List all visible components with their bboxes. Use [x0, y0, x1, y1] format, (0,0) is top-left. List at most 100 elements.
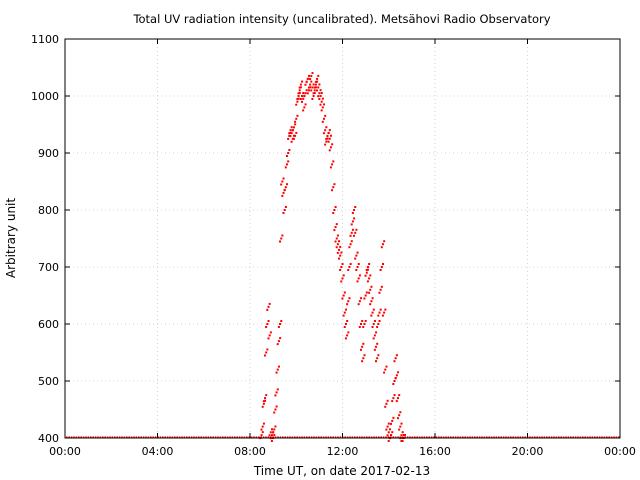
data-point: [264, 397, 267, 400]
data-point-neighbor: [266, 348, 269, 351]
baseline-point: [310, 436, 313, 438]
data-point: [274, 408, 277, 411]
baseline-point: [198, 436, 200, 438]
baseline-point: [430, 436, 433, 438]
baseline-point: [82, 436, 85, 438]
data-point-neighbor: [353, 234, 356, 237]
data-point-neighbor: [334, 206, 337, 208]
baseline-point: [596, 436, 598, 438]
baseline-point: [188, 436, 190, 438]
data-point-neighbor: [298, 92, 301, 94]
data-point-neighbor: [300, 100, 303, 103]
data-point-neighbor: [325, 137, 328, 140]
baseline-point: [606, 436, 608, 438]
data-point-neighbor: [397, 371, 400, 374]
data-point: [299, 83, 302, 86]
data-point: [397, 397, 399, 400]
baseline-point: [546, 436, 548, 438]
data-point-neighbor: [369, 303, 372, 306]
data-point-neighbor: [343, 326, 346, 328]
baseline-point: [517, 436, 519, 438]
data-point-neighbor: [310, 89, 313, 92]
data-point-neighbor: [333, 229, 336, 232]
data-point: [343, 311, 346, 314]
data-point-neighbor: [387, 440, 390, 442]
data-point-neighbor: [312, 83, 315, 86]
baseline-point: [562, 436, 565, 438]
baseline-point: [584, 436, 586, 438]
baseline-point: [531, 436, 534, 438]
baseline-point: [116, 436, 118, 438]
data-point-neighbor: [327, 140, 330, 143]
data-point-neighbor: [341, 263, 344, 265]
data-point-neighbor: [281, 234, 284, 237]
baseline-point: [373, 436, 375, 438]
baseline-point: [570, 436, 572, 438]
data-point: [270, 434, 273, 437]
data-point: [269, 431, 272, 434]
data-point-neighbor: [349, 234, 352, 237]
baseline-point: [502, 436, 505, 438]
baseline-point: [409, 436, 411, 438]
baseline-point: [294, 436, 296, 438]
data-point: [363, 323, 366, 325]
baseline-point: [238, 436, 241, 438]
data-point-neighbor: [372, 337, 375, 340]
data-point: [347, 300, 350, 303]
baseline-point: [346, 436, 349, 438]
data-point-neighbor: [386, 434, 389, 437]
data-point: [282, 191, 285, 194]
data-point-neighbor: [349, 263, 352, 265]
data-point-neighbor: [324, 143, 327, 146]
data-point-neighbor: [348, 297, 351, 300]
baseline-point: [229, 436, 231, 438]
baseline-point: [445, 436, 447, 438]
x-tick-label: 00:00: [604, 445, 636, 458]
baseline-point: [548, 436, 550, 438]
baseline-point: [411, 436, 414, 438]
data-point-neighbor: [378, 291, 381, 294]
data-point-neighbor: [311, 98, 314, 100]
data-point-neighbor: [290, 126, 293, 129]
data-point: [392, 397, 395, 400]
data-point-neighbor: [287, 160, 290, 163]
baseline-point: [78, 436, 80, 438]
data-point-neighbor: [379, 269, 382, 271]
baseline-point: [426, 436, 428, 438]
data-point: [307, 89, 310, 92]
data-point-neighbor: [261, 431, 264, 434]
baseline-point: [250, 436, 253, 438]
data-point-neighbor: [398, 394, 401, 397]
data-point: [370, 300, 373, 303]
baseline-point: [536, 436, 538, 438]
data-point-neighbor: [265, 326, 268, 328]
data-point-neighbor: [297, 92, 300, 95]
data-point-neighbor: [377, 314, 380, 317]
data-point: [279, 323, 282, 325]
data-point: [332, 186, 335, 189]
baseline-point: [118, 436, 121, 438]
data-point-neighbor: [335, 223, 338, 226]
data-point-neighbor: [400, 440, 403, 442]
data-point-neighbor: [267, 337, 270, 340]
baseline-point: [193, 436, 195, 438]
baseline-point: [514, 436, 517, 438]
baseline-point: [73, 436, 75, 438]
data-point: [311, 86, 314, 89]
baseline-point: [558, 436, 560, 438]
data-point: [268, 334, 271, 337]
data-point-neighbor: [325, 126, 328, 129]
data-point-neighbor: [368, 291, 371, 294]
baseline-point: [615, 436, 618, 438]
data-point: [320, 100, 323, 103]
baseline-point: [375, 436, 378, 438]
baseline-point: [176, 436, 178, 438]
data-point: [377, 323, 380, 325]
data-point-neighbor: [304, 83, 307, 86]
baseline-point: [579, 436, 582, 438]
baseline-point: [378, 436, 380, 438]
baseline-point: [500, 436, 502, 438]
data-point-neighbor: [339, 245, 342, 248]
baseline-point: [469, 436, 471, 438]
data-point-neighbor: [319, 89, 322, 92]
